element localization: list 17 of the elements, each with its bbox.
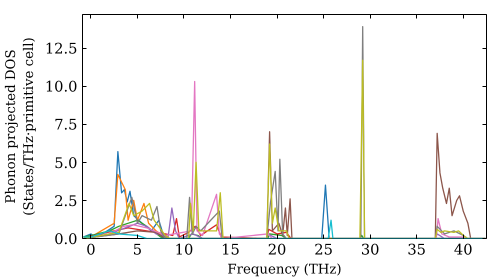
- x-tick-label: 20: [268, 242, 286, 258]
- x-tick-label: 15: [221, 242, 240, 258]
- y-tick-label: 0.0: [54, 231, 78, 248]
- x-axis-title: Frequency (THz): [227, 262, 342, 278]
- y-tick-label: 10.0: [44, 78, 78, 96]
- x-tick-label: 25: [314, 242, 333, 258]
- y-tick-label: 2.5: [54, 192, 78, 210]
- x-tick-label: 10: [174, 242, 194, 258]
- y-axis-title: Phonon projected DOS (States/THz·primitive cell): [4, 37, 37, 216]
- x-tick-label: 40: [454, 242, 473, 258]
- y-tick-label: 5.0: [54, 154, 78, 172]
- y-tick-label: 7.5: [54, 116, 78, 134]
- x-tick-label: 35: [407, 242, 426, 258]
- x-tick-label: 5: [132, 242, 142, 258]
- x-tick-label: 30: [360, 242, 380, 258]
- x-tick-label: 0: [86, 242, 96, 258]
- y-tick-label: 12.5: [44, 40, 78, 58]
